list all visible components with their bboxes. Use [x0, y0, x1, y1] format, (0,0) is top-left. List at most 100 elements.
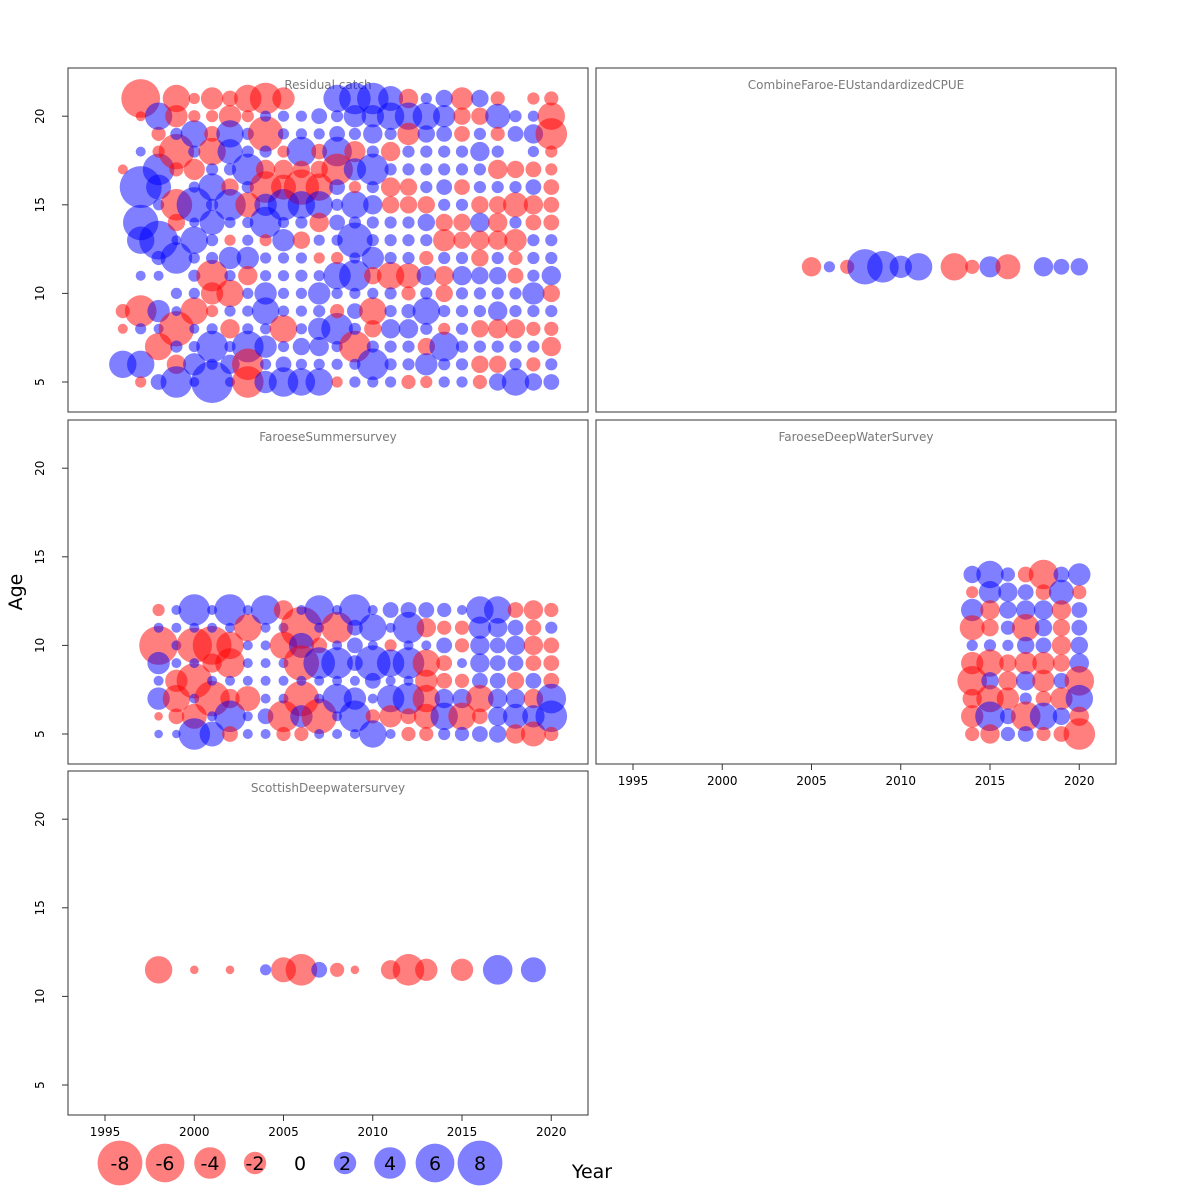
residual-bubble [508, 250, 523, 266]
residual-bubble [506, 160, 525, 179]
y-tick-label: 20 [33, 109, 47, 124]
residual-bubble [380, 177, 401, 197]
residual-bubble [198, 137, 226, 166]
residual-bubble [503, 192, 528, 218]
residual-bubble [400, 708, 417, 725]
residual-bubble [490, 126, 505, 141]
residual-bubble [506, 672, 525, 690]
residual-bubble [344, 141, 366, 163]
residual-bubble [1034, 619, 1053, 637]
residual-bubble [251, 297, 280, 325]
residual-bubble [357, 82, 389, 115]
x-tick-label: 2005 [796, 774, 827, 788]
residual-bubble [1000, 567, 1016, 582]
residual-bubble [543, 637, 560, 654]
residual-bubble [966, 586, 979, 599]
residual-bubble [296, 605, 307, 615]
size-legend: -8 -6 -4 -2 0 2 4 6 8 [97, 1140, 503, 1186]
residual-bubble [981, 672, 999, 690]
residual-bubble [117, 323, 128, 334]
residual-bubble [366, 216, 379, 229]
residual-bubble [367, 287, 379, 299]
residual-bubble [527, 234, 540, 247]
residual-bubble [331, 358, 343, 370]
residual-bubble [507, 267, 524, 284]
residual-bubble [366, 234, 379, 247]
residual-bubble [527, 110, 540, 122]
residual-bubble [295, 287, 307, 299]
panel-frame [67, 419, 589, 765]
residual-bubble [468, 616, 492, 639]
residual-bubble [472, 708, 488, 725]
residual-bubble [1053, 258, 1070, 275]
residual-bubble [509, 216, 522, 229]
panel-5: ScottishDeepwatersurvey 5 10 15 20 1995 2000 20… [33, 770, 589, 1139]
residual-bubble [170, 287, 182, 299]
residual-bubble [527, 340, 540, 353]
residual-bubble [220, 319, 240, 339]
x-tick-label: 2010 [885, 774, 916, 788]
residual-bubble [242, 658, 253, 669]
residual-bubble [1071, 602, 1088, 618]
residual-bubble [471, 196, 489, 214]
residual-bubble [247, 116, 284, 152]
residual-bubble [509, 110, 522, 123]
residual-bubble [527, 269, 540, 282]
residual-bubble [489, 725, 507, 743]
residual-bubble [250, 595, 281, 625]
residual-bubble [200, 87, 224, 110]
residual-bubble [242, 234, 254, 246]
residual-bubble [225, 622, 235, 633]
residual-bubble [501, 368, 530, 396]
residual-bubble [343, 105, 367, 128]
residual-bubble [135, 323, 147, 335]
residual-bubble [1019, 692, 1032, 705]
residual-bubble [489, 672, 506, 689]
residual-bubble [286, 136, 317, 167]
residual-bubble [260, 964, 272, 976]
residual-bubble [216, 120, 244, 148]
residual-bubble [1017, 584, 1034, 601]
residual-bubble [455, 198, 469, 211]
legend-bubble [415, 1143, 455, 1183]
residual-bubble [361, 246, 384, 270]
residual-bubble [144, 102, 173, 130]
residual-bubble [206, 163, 219, 176]
residual-bubble [168, 708, 185, 725]
residual-bubble [542, 284, 560, 303]
residual-bubble [523, 600, 544, 620]
residual-bubble [1015, 671, 1036, 691]
residual-bubble [472, 672, 488, 689]
residual-bubble [482, 955, 513, 985]
residual-bubble [505, 319, 526, 339]
residual-bubble [241, 110, 254, 123]
residual-bubble [396, 263, 421, 289]
residual-bubble [367, 693, 378, 704]
residual-bubble [285, 954, 318, 986]
residual-bubble [204, 125, 221, 142]
residual-bubble [959, 615, 985, 641]
legend-bubble [243, 1151, 267, 1175]
residual-bubble [438, 727, 451, 741]
residual-bubble [509, 305, 522, 318]
residual-bubble [505, 688, 526, 709]
residual-bubble [452, 688, 472, 709]
residual-bubble [471, 355, 489, 373]
residual-bubble [260, 622, 271, 633]
residual-bubble [976, 560, 1004, 589]
panel-frame [595, 419, 1117, 765]
residual-bubble [311, 961, 328, 978]
residual-bubble [349, 675, 360, 686]
residual-bubble [541, 336, 561, 357]
residual-bubble [189, 323, 200, 334]
residual-bubble [384, 305, 397, 318]
residual-bubble [509, 358, 522, 371]
residual-bubble [412, 649, 440, 677]
residual-bubble [206, 234, 219, 247]
residual-bubble [154, 712, 163, 721]
residual-bubble [331, 251, 344, 265]
panel-title: CombineFaroe-EUstandardizedCPUE [748, 78, 964, 92]
residual-bubble [178, 594, 211, 626]
residual-bubble [384, 234, 397, 247]
residual-bubble [526, 357, 541, 372]
